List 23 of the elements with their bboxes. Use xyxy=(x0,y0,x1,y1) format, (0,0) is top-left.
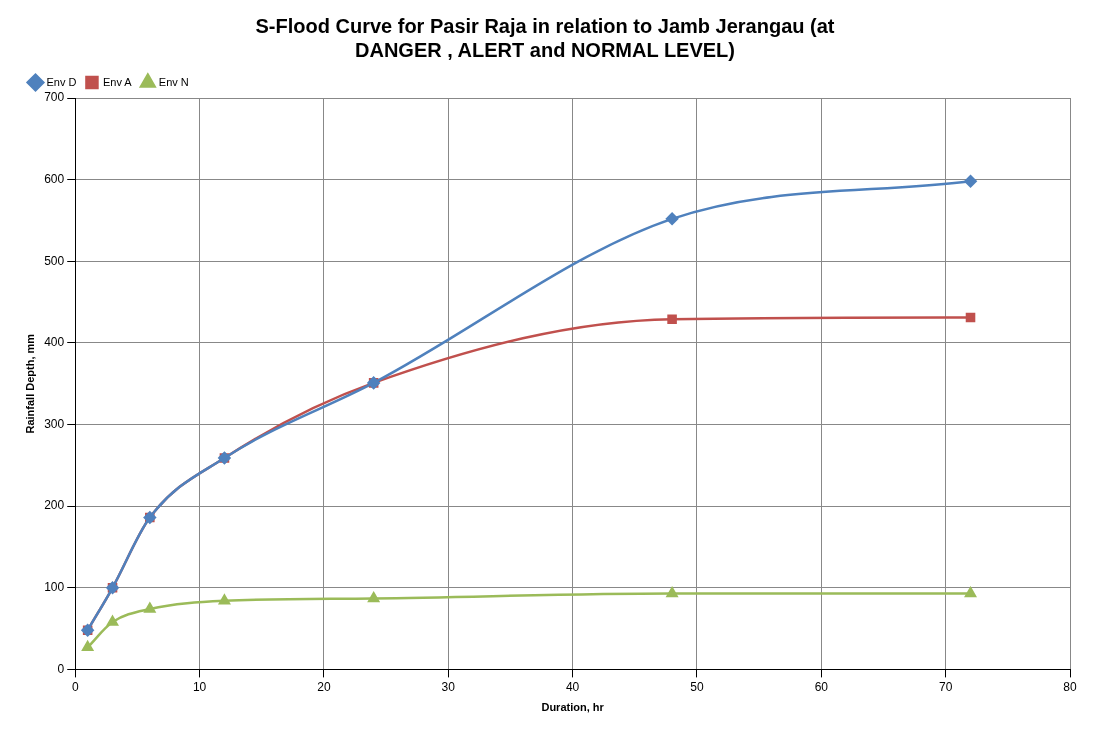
y-tick-label: 100 xyxy=(44,580,65,595)
y-tick-label: 200 xyxy=(44,498,65,513)
x-tick-label: 0 xyxy=(71,679,79,694)
chart-title: S-Flood Curve for Pasir Raja in relation to Jamb Jerangau (at DANGER , ALERT and NORMAL LEVEL) xyxy=(255,14,835,61)
legend-label: Env D xyxy=(46,75,77,88)
y-tick-label: 700 xyxy=(44,90,65,105)
legend-label: Env A xyxy=(102,75,133,88)
y-tick-label: 400 xyxy=(44,335,65,350)
x-tick-label: 70 xyxy=(938,679,953,694)
x-tick-label: 50 xyxy=(690,679,704,694)
y-tick-label: 0 xyxy=(57,661,65,676)
x-tick-label: 60 xyxy=(814,679,829,694)
x-tick-label: 30 xyxy=(441,679,456,694)
y-tick-label: 500 xyxy=(44,253,65,268)
x-tick-label: 10 xyxy=(192,679,207,694)
legend-label: Env N xyxy=(158,75,189,88)
x-tick-label: 40 xyxy=(565,679,580,694)
x-tick-label: 20 xyxy=(317,679,331,694)
y-axis-title: Rainfall Depth, mm xyxy=(23,333,36,434)
x-tick-label: 80 xyxy=(1063,679,1077,694)
y-tick-label: 600 xyxy=(44,171,65,186)
y-tick-label: 300 xyxy=(44,416,65,431)
x-axis-title: Duration, hr xyxy=(541,701,605,714)
